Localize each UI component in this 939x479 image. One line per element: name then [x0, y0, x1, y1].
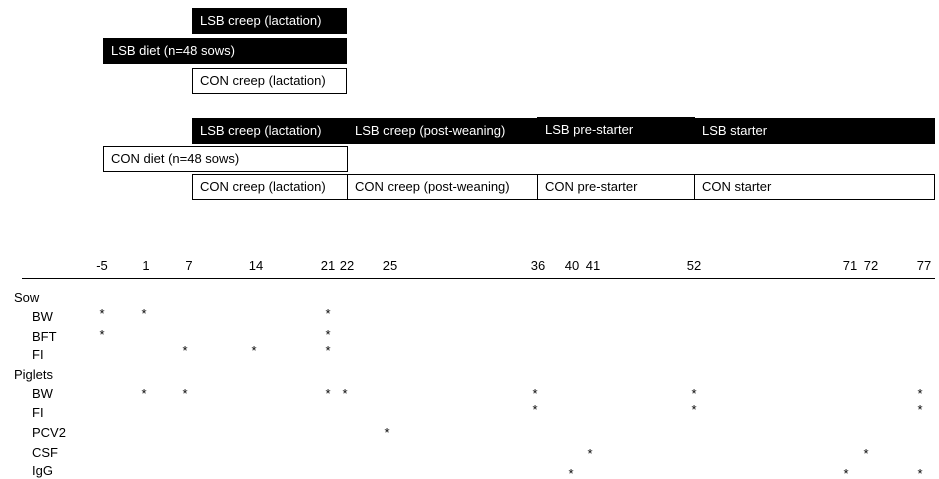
lsb-diet-box: LSB diet (n=48 sows)	[103, 38, 347, 64]
con-creep-lactation-box: CON creep (lactation)	[192, 174, 348, 200]
row-label-sow-bft: BFT	[32, 329, 57, 344]
sampling-marker: *	[325, 327, 330, 342]
sampling-marker: *	[568, 466, 573, 479]
sampling-marker: *	[863, 446, 868, 461]
row-label-piglets-pcv2: PCV2	[32, 425, 66, 440]
sampling-marker: *	[342, 386, 347, 401]
day-tick-label: 52	[687, 258, 701, 273]
day-tick-label: -5	[96, 258, 108, 273]
con-diet-box: CON diet (n=48 sows)	[103, 146, 348, 172]
day-tick-label: 25	[383, 258, 397, 273]
day-tick-label: 7	[185, 258, 192, 273]
con-creep-post-weaning-box: CON creep (post-weaning)	[347, 174, 538, 200]
sampling-marker: *	[587, 446, 592, 461]
lsb-creep-lactation-box: LSB creep (lactation)	[192, 118, 348, 144]
sampling-marker: *	[384, 425, 389, 440]
con-pre-starter-box: CON pre-starter	[537, 174, 695, 200]
day-tick-label: 14	[249, 258, 263, 273]
row-label-piglets-csf: CSF	[32, 445, 58, 460]
sampling-marker: *	[141, 306, 146, 321]
sampling-marker: *	[251, 343, 256, 358]
day-tick-label: 36	[531, 258, 545, 273]
lsb-pre-starter-box: LSB pre-starter	[537, 117, 695, 144]
day-tick-label: 72	[864, 258, 878, 273]
sampling-marker: *	[917, 466, 922, 479]
day-tick-label: 1	[142, 258, 149, 273]
day-tick-label: 77	[917, 258, 931, 273]
con-creep-lactation-box-top: CON creep (lactation)	[192, 68, 347, 94]
sampling-marker: *	[691, 386, 696, 401]
sampling-marker: *	[99, 306, 104, 321]
sampling-marker: *	[325, 386, 330, 401]
day-tick-label: 71	[843, 258, 857, 273]
sampling-marker: *	[843, 466, 848, 479]
sampling-marker: *	[532, 386, 537, 401]
row-label-sow-fi: FI	[32, 347, 44, 362]
sampling-marker: *	[691, 402, 696, 417]
row-label-sow-bw: BW	[32, 309, 53, 324]
group-label-piglets: Piglets	[14, 367, 54, 382]
sampling-marker: *	[182, 386, 187, 401]
lsb-creep-post-weaning-box: LSB creep (post-weaning)	[347, 118, 538, 144]
timeline-axis-line	[22, 278, 935, 279]
sampling-marker: *	[325, 306, 330, 321]
day-tick-label: 22	[340, 258, 354, 273]
sampling-marker: *	[532, 402, 537, 417]
sampling-marker: *	[917, 402, 922, 417]
group-label-sow: Sow	[14, 290, 40, 305]
row-label-piglets-igg: IgG	[32, 463, 53, 478]
sampling-marker: *	[325, 343, 330, 358]
sampling-marker: *	[917, 386, 922, 401]
day-tick-label: 41	[586, 258, 600, 273]
row-label-piglets-fi: FI	[32, 405, 44, 420]
lsb-starter-box: LSB starter	[694, 118, 935, 144]
sampling-marker: *	[182, 343, 187, 358]
row-label-piglets-bw: BW	[32, 386, 53, 401]
lsb-creep-lactation-box-top: LSB creep (lactation)	[192, 8, 347, 34]
day-tick-label: 21	[321, 258, 335, 273]
con-starter-box: CON starter	[694, 174, 935, 200]
day-tick-label: 40	[565, 258, 579, 273]
sampling-marker: *	[99, 327, 104, 342]
sampling-marker: *	[141, 386, 146, 401]
